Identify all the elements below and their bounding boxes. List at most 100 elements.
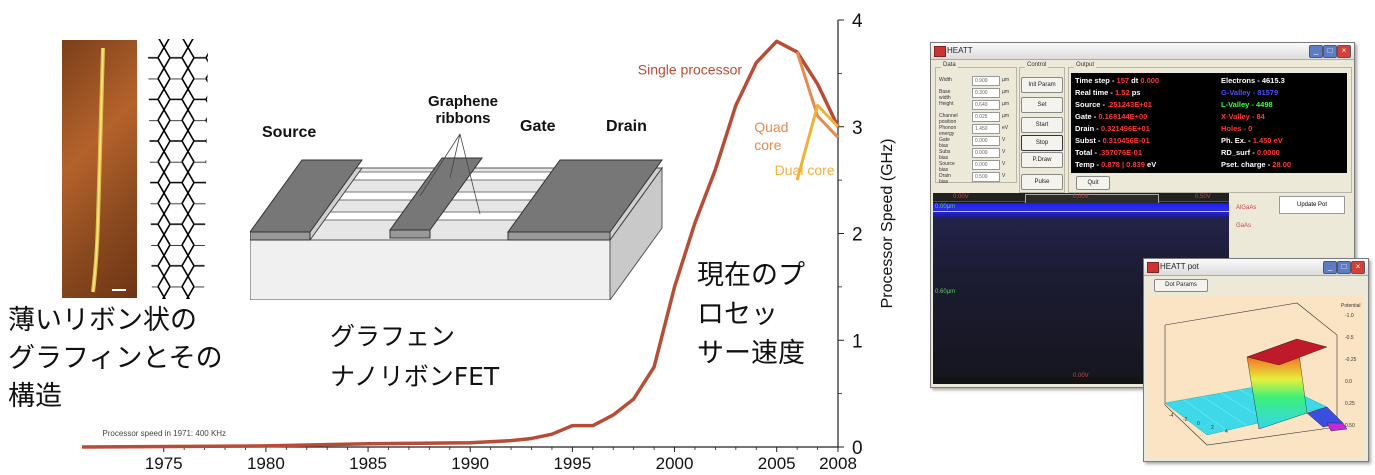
param-input[interactable]: 0.000 xyxy=(972,136,1000,146)
output-line: G-Valley - 81579 xyxy=(1221,88,1279,97)
mesh-line xyxy=(1183,399,1228,431)
init-param-button[interactable]: Init Param xyxy=(1021,77,1063,93)
gate-label: Gate xyxy=(520,118,556,135)
maximize-button[interactable]: □ xyxy=(1323,45,1337,58)
output-line: RD_surf - 0.0000 xyxy=(1221,148,1280,157)
output-line: Gate - 0.168144E+00 xyxy=(1075,112,1148,121)
close-button[interactable]: × xyxy=(1337,45,1351,58)
ribbons-label: ribbons xyxy=(435,110,491,127)
param-label: Height xyxy=(939,101,954,107)
param-label: Drain bias xyxy=(939,173,951,185)
param-input[interactable]: 0.900 xyxy=(972,76,1000,86)
output-line: L-Valley - 4498 xyxy=(1221,100,1273,109)
single-processor-label: Single processor xyxy=(638,61,743,77)
y-axis-title: Processor Speed (GHz) xyxy=(879,139,896,309)
y-mark: 0.00µm xyxy=(935,204,956,210)
y-mark: 0.60µm xyxy=(935,289,956,295)
plot-top-label: 0.50V xyxy=(1195,194,1211,200)
update-plot-button[interactable]: Update Pot xyxy=(1279,196,1345,214)
output-line: Drain - 0.321496E+01 xyxy=(1075,124,1150,133)
set-button[interactable]: Set xyxy=(1021,97,1063,113)
param-label: Subs bias xyxy=(939,149,951,161)
start-button[interactable]: Start xyxy=(1021,117,1063,133)
param-unit: eV xyxy=(1002,125,1009,131)
param-input[interactable]: 0.000 xyxy=(972,148,1000,158)
left-caption-line: 薄いリボン状の xyxy=(8,305,197,336)
graphene-afm-image xyxy=(62,40,137,298)
param-unit: V xyxy=(1002,173,1006,179)
chart-caption-line: ロセッ xyxy=(697,299,778,330)
left-caption-line: 構造 xyxy=(8,381,62,412)
plot-bottom-label: 0.00V xyxy=(1073,373,1089,379)
plot-box xyxy=(1164,325,1338,446)
potential-top xyxy=(1246,338,1328,366)
y-tick-label: 3 xyxy=(852,118,863,139)
minimize-button[interactable]: _ xyxy=(1309,45,1323,58)
p-draw-button[interactable]: P.Draw xyxy=(1021,152,1063,168)
dot-params-button[interactable]: Dot Params xyxy=(1154,279,1208,292)
output-line: Subst - 0.310456E-01 xyxy=(1075,136,1150,145)
x-tick-label: 2 xyxy=(1211,425,1214,431)
output-panel: Time step - 157 dt 0.000 Real time - 1.52… xyxy=(1071,73,1347,173)
control-group: Control xyxy=(1019,62,1065,193)
output-line: Source - .251243E+01 xyxy=(1075,100,1152,109)
data-group: Data xyxy=(935,62,1017,183)
param-input[interactable]: 1.450 xyxy=(972,124,1000,134)
minimize-button[interactable]: _ xyxy=(1323,261,1337,274)
chart-caption-line: サー速度 xyxy=(697,338,805,369)
param-input[interactable]: 0.500 xyxy=(972,172,1000,182)
close-button[interactable]: × xyxy=(1351,261,1365,274)
param-input[interactable]: 0.000 xyxy=(972,160,1000,170)
output-line: Total - .357076E-01 xyxy=(1075,148,1142,157)
param-unit: µm xyxy=(1002,77,1010,83)
output-line: Electrons - 4615.3 xyxy=(1221,76,1285,85)
x-tick-label: 1990 xyxy=(451,454,489,473)
potential-window: HEATT pot _ □ × Dot Params Potential -1.0… xyxy=(1143,258,1369,462)
param-input[interactable]: 0.025 xyxy=(972,112,1000,122)
y-tick-label: 0 xyxy=(852,438,863,459)
stop-button[interactable]: Stop xyxy=(1021,135,1063,151)
param-input[interactable]: 0.640 xyxy=(972,100,1000,110)
z-axis-label: Potential xyxy=(1341,303,1360,309)
series-line-quad-core xyxy=(795,51,840,139)
gaas-label: GaAs xyxy=(1236,223,1252,229)
x-tick-label: 2005 xyxy=(758,454,796,473)
z-tick-label: 0.0 xyxy=(1345,379,1352,385)
y-tick-label: 2 xyxy=(852,225,863,246)
z-tick-label: 0.25 xyxy=(1345,401,1355,407)
plot-top-label: 0.00V xyxy=(953,194,969,200)
param-unit: V xyxy=(1002,149,1006,155)
param-unit: V xyxy=(1002,137,1006,143)
drain-label: Drain xyxy=(606,118,647,135)
param-unit: V xyxy=(1002,161,1006,167)
fet-caption-line: ナノリボンFET xyxy=(330,362,500,391)
series-line-single-processor xyxy=(81,39,840,449)
param-unit: µm xyxy=(1002,113,1010,119)
plot-box xyxy=(1164,302,1338,427)
param-unit: µm xyxy=(1002,89,1010,95)
x-tick-label: 2008 xyxy=(819,454,857,473)
simulator-title: HEATT xyxy=(947,46,973,55)
param-label: Phonon energy xyxy=(939,125,957,137)
fet-caption: グラフェン ナノリボンFET xyxy=(330,317,499,397)
param-label: Width xyxy=(939,77,952,83)
ribbon-strand xyxy=(91,47,126,293)
potential-surface-plot: Potential -1.0 -0.5 -0.25 0.0 0.25 0.50 -4 -2 0 2 4 xyxy=(1147,295,1363,457)
electron-sheet xyxy=(933,203,1229,217)
output-line: Ph. Ex. - 1.450 eV xyxy=(1221,136,1283,145)
left-caption: 薄いリボン状の グラフィンとその 構造 xyxy=(8,302,223,416)
param-input[interactable]: 0.300 xyxy=(972,88,1000,98)
maximize-button[interactable]: □ xyxy=(1337,261,1351,274)
dual-core-label: Dual core xyxy=(775,162,835,178)
quad-core-label: Quad xyxy=(754,119,788,135)
x-tick-label: 1985 xyxy=(349,454,387,473)
quit-button[interactable]: Quit xyxy=(1076,176,1110,190)
y-tick-label: 1 xyxy=(852,331,863,352)
quad-core-label: core xyxy=(754,137,781,153)
z-tick-label: 0.50 xyxy=(1345,423,1355,429)
pulse-button[interactable]: Pulse xyxy=(1021,174,1063,190)
hexagon-lattice xyxy=(148,39,208,299)
chart-caption-line: 現在のプ xyxy=(697,260,805,291)
chart-caption: 現在のプ ロセッ サー速度 xyxy=(697,256,805,373)
mesh-line xyxy=(1202,396,1248,426)
